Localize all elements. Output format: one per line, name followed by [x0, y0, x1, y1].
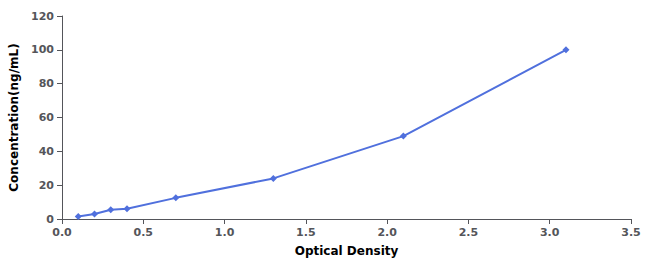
svg-text:3.0: 3.0	[540, 226, 560, 239]
svg-text:2.0: 2.0	[377, 226, 397, 239]
svg-text:0.5: 0.5	[134, 226, 154, 239]
svg-text:1.0: 1.0	[215, 226, 235, 239]
svg-text:1.5: 1.5	[296, 226, 316, 239]
svg-text:Optical Density: Optical Density	[295, 244, 399, 258]
svg-text:120: 120	[31, 10, 54, 23]
svg-text:60: 60	[39, 111, 55, 124]
svg-text:80: 80	[39, 77, 55, 90]
svg-text:100: 100	[31, 43, 54, 56]
svg-text:0.0: 0.0	[52, 226, 72, 239]
svg-text:3.5: 3.5	[621, 226, 641, 239]
svg-text:2.5: 2.5	[459, 226, 479, 239]
svg-text:40: 40	[39, 145, 55, 158]
svg-text:Concentration(ng/mL): Concentration(ng/mL)	[7, 43, 21, 191]
svg-text:20: 20	[39, 179, 55, 192]
svg-text:0: 0	[46, 213, 54, 226]
